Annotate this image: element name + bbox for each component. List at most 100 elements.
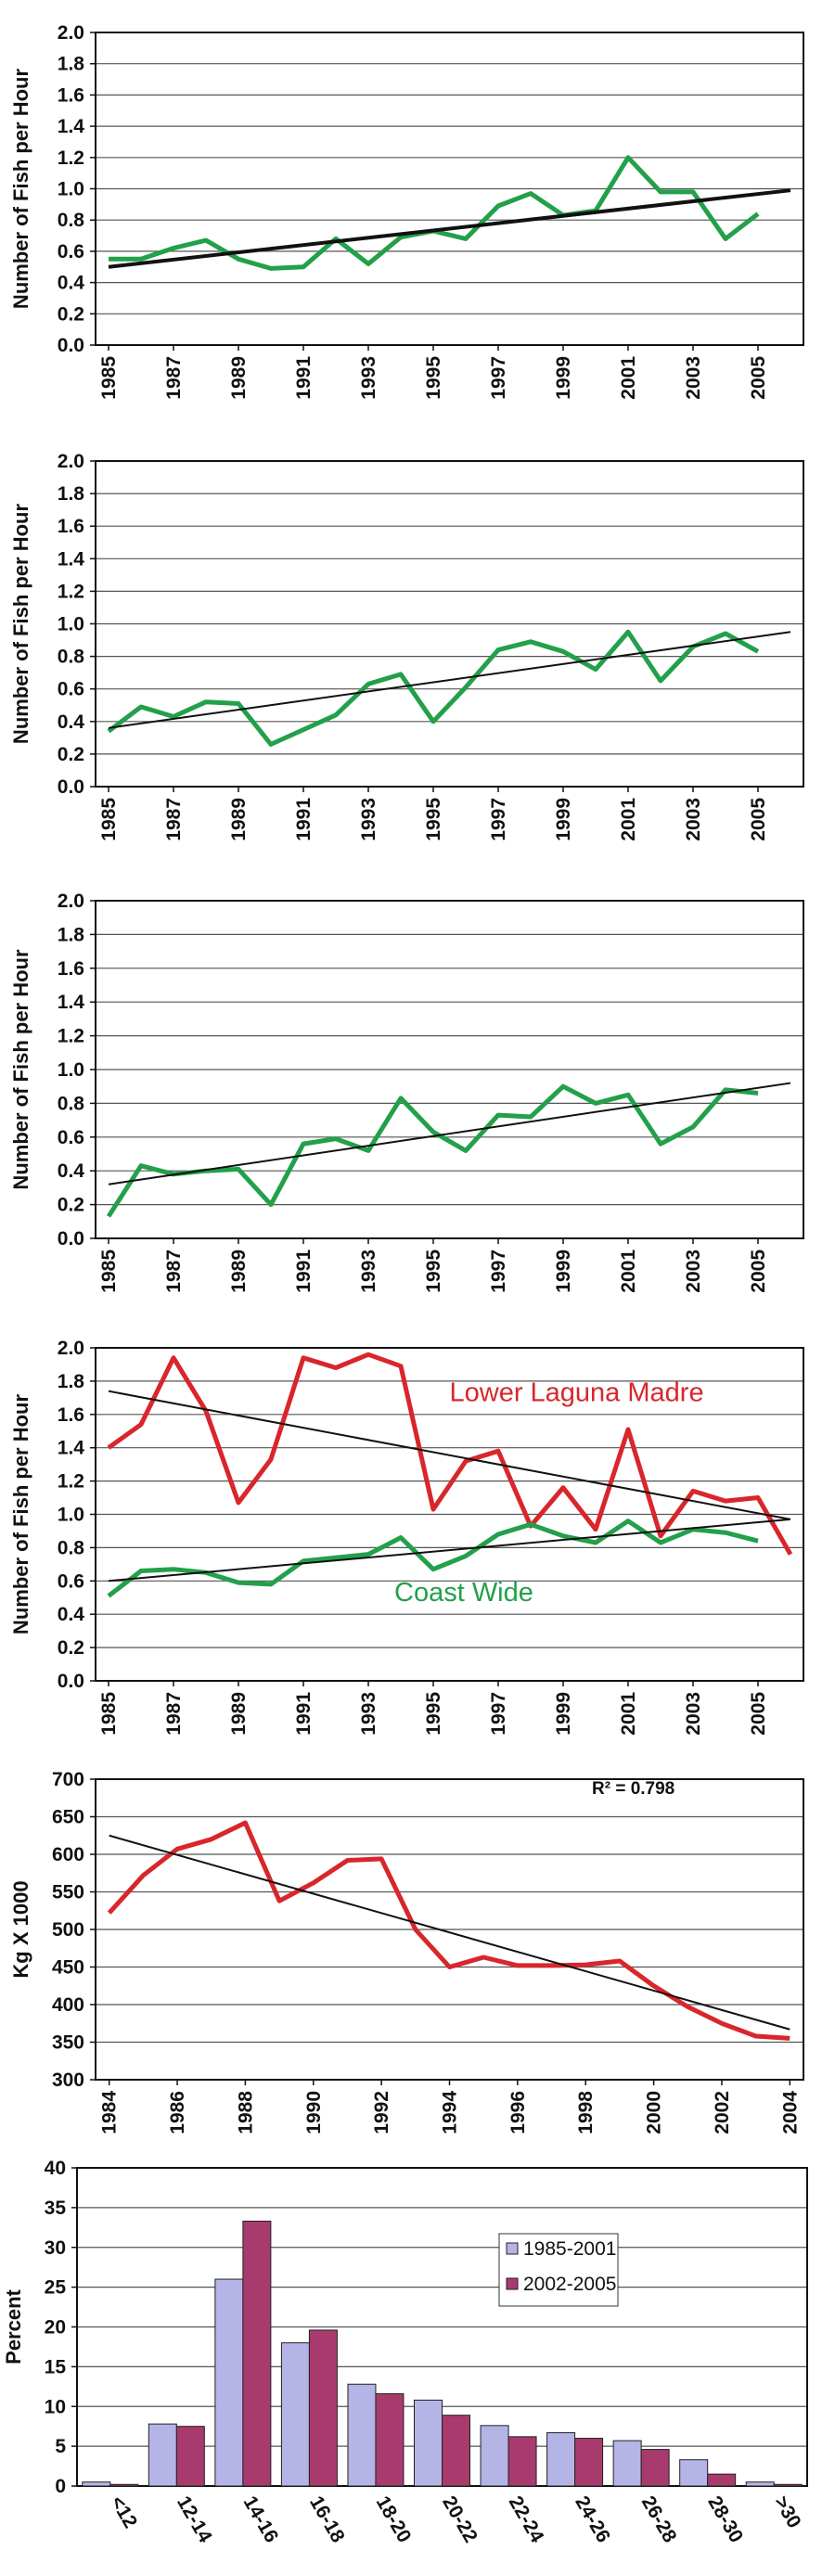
y-tick-label: 1.4 <box>58 1438 85 1459</box>
x-category-label: 24-26 <box>571 2493 614 2546</box>
legend-swatch <box>506 2242 519 2255</box>
bar-1985-2001-24-26 <box>546 2432 576 2487</box>
series-label-coast-wide: Coast Wide <box>394 1578 533 1608</box>
y-axis-title: Number of Fish per Hour <box>9 1394 32 1635</box>
trend-line <box>108 1082 791 1185</box>
x-tick-label: 1995 <box>423 798 444 841</box>
x-tick-label: 1987 <box>163 798 185 841</box>
bar-2002-2005->30 <box>773 2483 803 2487</box>
x-tick-label: 1991 <box>293 356 315 400</box>
trend-line <box>108 1518 791 1583</box>
x-category-label: 28-30 <box>703 2493 747 2546</box>
x-tick-label: 1998 <box>575 2091 597 2134</box>
x-tick-label: 1999 <box>553 1250 574 1293</box>
x-tick-label: 1993 <box>358 356 379 400</box>
y-tick-label: 700 <box>52 1769 84 1790</box>
y-tick-label: 1.8 <box>58 483 85 505</box>
y-tick-label: 0.0 <box>58 776 84 798</box>
y-tick-label: 0.2 <box>58 1195 84 1216</box>
bar-1985-2001-28-30 <box>679 2459 709 2487</box>
bar-1985-2001-18-20 <box>347 2383 377 2487</box>
y-tick-label: 2.0 <box>58 1338 84 1359</box>
x-category-label: 16-18 <box>305 2493 349 2546</box>
y-tick-label: 1.0 <box>58 179 84 200</box>
bar-2002-2005-14-16 <box>242 2220 272 2487</box>
bar-1985-2001-26-28 <box>612 2440 642 2487</box>
x-tick-label: 1993 <box>358 1692 379 1736</box>
y-tick-label: 450 <box>52 1957 84 1979</box>
y-tick-label: 0.6 <box>58 1570 84 1592</box>
y-tick-label: 0 <box>55 2476 66 2497</box>
legend: 1985-2001 2002-2005 <box>498 2233 619 2307</box>
y-tick-label: 1.6 <box>58 958 84 980</box>
x-tick-label: 1984 <box>99 2091 121 2134</box>
series-line-coast-wide <box>107 1519 759 1598</box>
y-tick-label: 1.0 <box>58 1059 84 1081</box>
legend-label: 2002-2005 <box>523 2274 616 2295</box>
r-squared-annotation: R² = 0.798 <box>592 1779 674 1799</box>
bar-1985-2001-22-24 <box>480 2425 509 2487</box>
y-tick-label: 1.4 <box>58 548 85 570</box>
y-tick-label: 1.8 <box>58 924 85 945</box>
chart-panel-1: 2.0 1.8 1.6 1.4 1.2 1.0 0.8 0.6 0.4 0.2 0.0 Number … <box>9 22 804 400</box>
y-tick-label: 0.4 <box>58 1604 85 1625</box>
y-tick-label: 0.6 <box>58 1127 84 1148</box>
x-category-label: 12-14 <box>173 2493 216 2546</box>
chart-panel-3: 2.0 1.8 1.6 1.4 1.2 1.0 0.8 0.6 0.4 0.2 0.0 Number … <box>9 891 804 1293</box>
y-axis-title: Number of Fish per Hour <box>9 949 32 1190</box>
bar-1985-2001->30 <box>745 2481 775 2487</box>
y-tick-label: 0.8 <box>58 210 85 231</box>
x-tick-label: 1989 <box>228 356 250 400</box>
y-tick-label: 0.2 <box>58 744 84 765</box>
chart-panel-4: 2.0 1.8 1.6 1.4 1.2 1.0 0.8 0.6 0.4 0.2 0.0 Number … <box>9 1338 804 1736</box>
bar-1985-2001-12-14 <box>148 2423 177 2487</box>
x-tick-label: 2005 <box>748 356 769 400</box>
y-axis-title: Percent <box>2 2288 25 2364</box>
x-tick-label: 2003 <box>683 1250 704 1293</box>
bar-2002-2005-22-24 <box>507 2436 537 2487</box>
chart-panel-5: 700 650 600 550 500 450 400 350 300 Kg X 1000 1984… <box>9 1769 804 2134</box>
trend-line <box>108 1390 791 1520</box>
x-tick-label: 1985 <box>98 356 120 400</box>
y-tick-label: 300 <box>52 2070 84 2091</box>
y-tick-label: 0.6 <box>58 679 84 700</box>
y-tick-label: 40 <box>45 2158 66 2179</box>
y-tick-label: 0.8 <box>58 1537 85 1558</box>
x-tick-label: 1997 <box>488 1250 509 1293</box>
y-tick-label: 350 <box>52 2032 84 2054</box>
x-tick-label: 1995 <box>423 1692 444 1736</box>
y-tick-label: 1.2 <box>58 581 84 602</box>
chart-panel-2: 2.0 1.8 1.6 1.4 1.2 1.0 0.8 0.6 0.4 0.2 0.0 Number … <box>9 451 804 841</box>
y-tick-label: 0.8 <box>58 1093 85 1114</box>
x-tick-label: 2001 <box>618 1692 639 1736</box>
y-tick-label: 400 <box>52 1994 84 2016</box>
y-tick-label: 0.4 <box>58 1160 85 1182</box>
bar-2002-2005-16-18 <box>308 2329 338 2487</box>
x-tick-label: 1989 <box>228 1692 250 1736</box>
x-tick-label: 2004 <box>779 2091 801 2134</box>
x-tick-label: 2001 <box>618 356 639 400</box>
y-tick-label: 2.0 <box>58 22 84 44</box>
x-category-label: 20-22 <box>438 2493 482 2546</box>
y-tick-label: 0.6 <box>58 241 84 263</box>
y-axis-title: Number of Fish per Hour <box>9 504 32 745</box>
plot-frame <box>95 460 804 788</box>
y-tick-label: 2.0 <box>58 451 84 472</box>
x-category-label: >30 <box>770 2493 805 2531</box>
y-tick-label: 1.2 <box>58 147 84 169</box>
x-tick-label: 1989 <box>228 798 250 841</box>
x-category-label: 14-16 <box>239 2493 283 2546</box>
bar-2002-2005-24-26 <box>574 2438 604 2487</box>
y-axis-title: Number of Fish per Hour <box>9 69 32 310</box>
x-tick-label: 1999 <box>553 356 574 400</box>
plot-frame <box>95 32 804 346</box>
bar-2002-2005-26-28 <box>640 2449 670 2487</box>
x-tick-label: 1994 <box>440 2091 461 2134</box>
x-tick-label: 1985 <box>98 798 120 841</box>
y-tick-label: 0.0 <box>58 1228 84 1250</box>
y-tick-label: 1.6 <box>58 84 84 106</box>
y-tick-label: 15 <box>45 2356 67 2377</box>
x-tick-label: 1991 <box>293 798 315 841</box>
y-tick-label: 20 <box>45 2317 66 2339</box>
trend-line <box>108 631 791 729</box>
